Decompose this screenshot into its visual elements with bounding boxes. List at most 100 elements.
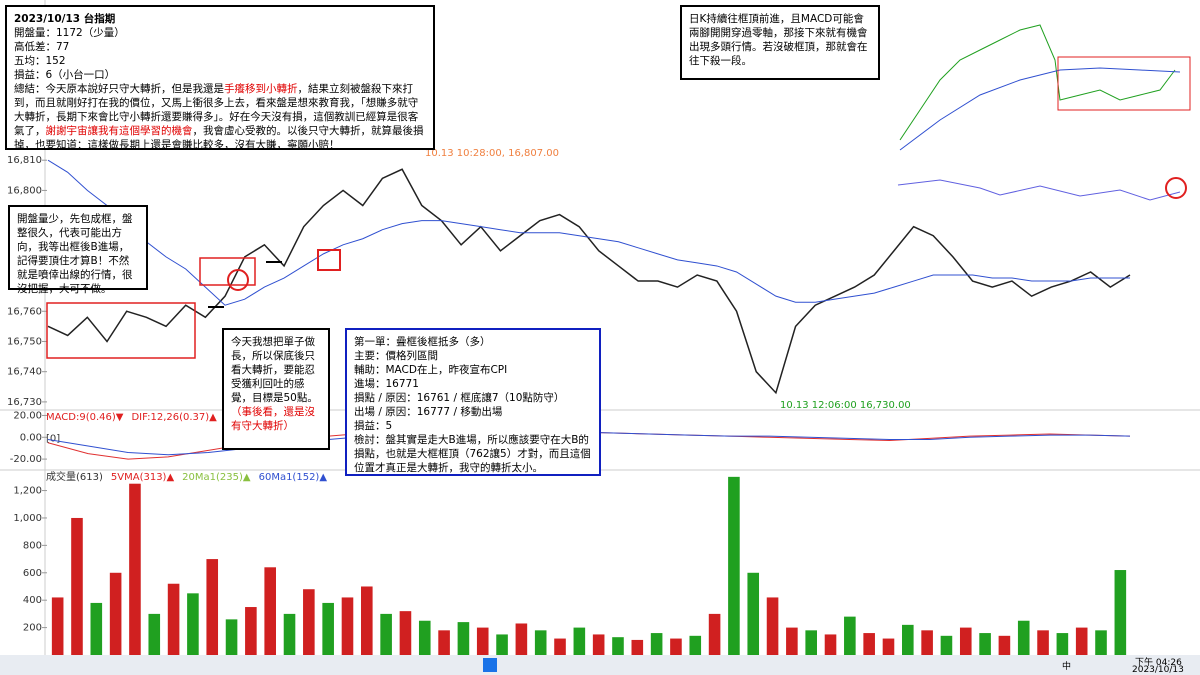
volume-bar [245,607,257,655]
volume-bar [708,613,721,655]
volume-bar [167,583,180,655]
volume-bar [438,630,450,655]
volume-bar [341,597,354,655]
volume-bar [882,638,895,655]
hold-text: （事後看，還是沒有守大轉折） [231,406,315,432]
y-tick-label: 20.00 [13,410,42,421]
volume-bar [399,611,412,655]
volume-bar [109,572,122,655]
y-tick-label: 200 [23,623,42,634]
zero-label: [0] [46,433,60,444]
summary-note: 2023/10/13 台指期 開盤量：1172（少量） 高低差：77 五均：152 損益… [5,5,435,152]
volume-bar [612,637,624,655]
taskbar: 中 下午 04:26 2023/10/13 [0,655,1200,675]
volume-bar [940,635,953,655]
trade-line: 主要：價格列區間 [354,350,438,362]
volume-bar [1114,570,1127,655]
daily-note: 日K持續往框頂前進，且MACD可能會兩腳開開穿過零軸，那接下來就有機會出現多頭行… [680,5,880,80]
volume-bar [747,572,760,655]
volume-bar [689,635,702,655]
summary-text: ，結果立刻被盤殺下來打到，而且就剛好打在我的價位，又馬上衝很多上去，看來盤是想來… [14,83,419,137]
volume-bar [786,627,798,655]
box-marker [46,302,196,359]
volume-bar [361,586,373,655]
y-tick-label: 1,000 [13,513,42,524]
series-line [47,168,1131,395]
volume-bar [670,638,682,655]
start-button[interactable] [483,658,497,672]
legend-text: 成交量(613) [46,470,103,483]
note-line: 損益：6（小台一口） [14,69,116,81]
trade-line: 輔助：MACD在上，昨夜宣布CPI [354,364,508,376]
volume-bar [264,567,276,655]
trade-line: 進場：16771 [354,378,419,390]
volume-bar [631,639,644,655]
trade-line: 損點 / 原因：16761 / 框底讓7（10點防守） [354,392,565,404]
volume-bar [1056,633,1069,655]
note-line: 五均：152 [14,55,66,67]
volume-bar [766,597,779,655]
volume-bar [650,633,663,655]
volume-bar [959,627,972,655]
y-tick-label: 16,740 [7,367,42,378]
summary-text: ，我會虛心受教的。以後只守大轉折，就算最後損掉，也要知道：這樣做長期上還是會賺比… [14,125,424,151]
volume-bar [225,619,238,655]
volume-bar [863,633,875,655]
volume-bar [902,624,914,655]
volume-bar [148,613,161,655]
annotation: 10.13 10:28:00, 16,807.00 [425,148,559,159]
volume-bar [998,635,1011,655]
note-line: 開盤量：1172（少量） [14,27,125,39]
volume-bar [457,622,470,655]
summary-text: 手癢移到小轉折 [224,83,298,95]
inset-ma [899,67,1181,151]
annotation: 10.13 12:06:00 16,730.00 [780,400,911,411]
trade-note: 第一單：疊框後框抵多（多） 主要：價格列區間輔助：MACD在上，昨夜宣布CPI 進場… [345,328,601,476]
y-tick-label: 800 [23,540,42,551]
y-tick-label: 16,730 [7,397,42,408]
volume-bar [573,627,586,655]
hold-text: 今天我想把單子做長，所以保底後只看大轉折，要能忍受獲利回吐的感覺，目標是50點。 [231,336,318,404]
inset-bg [895,0,1200,210]
volume-bar [380,613,392,655]
y-tick-label: 400 [23,595,42,606]
box-marker [199,257,256,286]
clock-date[interactable]: 2023/10/13 [1132,665,1184,675]
ime[interactable]: 中 [1062,662,1072,672]
legend-text: 60Ma1(152)▲ [259,472,328,483]
inset-price [899,24,1176,141]
volume-bar [283,613,296,655]
volume-bar [90,602,103,655]
volume-bar [71,517,83,655]
volume-bar [534,630,547,655]
volume-bar [979,633,991,655]
summary-text: 總結：今天原本說好只守大轉折，但是我還是 [14,83,224,95]
y-tick-label: 16,800 [7,185,42,196]
y-tick-label: 600 [23,568,42,579]
volume-bar [476,627,489,655]
volume-bar [496,634,508,655]
y-tick-label: 0.00 [20,432,42,443]
y-tick-label: 16,760 [7,306,42,317]
note-line: 高低差：77 [14,41,70,53]
inset-macd [897,179,1181,201]
circle-marker [1165,177,1187,199]
legend-text: DIF:12,26(0.37)▲ [131,412,217,423]
summary-text: 謝謝宇宙讓我有這個學習的機會 [45,125,193,137]
note-summary: 總結：今天原本說好只守大轉折，但是我還是手癢移到小轉折，結果立刻被盤殺下來打到，… [14,82,426,152]
volume-bar [921,630,933,655]
trade-line: 第一單：疊框後框抵多（多） [354,336,491,348]
y-tick-label: 16,750 [7,336,42,347]
clock-time[interactable]: 下午 04:26 [1135,658,1182,668]
hold-note: 今天我想把單子做長，所以保底後只看大轉折，要能忍受獲利回吐的感覺，目標是50點。… [222,328,330,450]
trade-line: 損益：5 [354,420,393,432]
volume-bar [129,483,141,655]
volume-bar [1075,627,1088,655]
volume-bar [592,634,605,655]
trade-line: 出場 / 原因：16777 / 移動出場 [354,406,503,418]
daily-inset [895,0,1200,210]
volume-bar [322,602,334,655]
y-tick-label: -20.00 [10,454,42,465]
circle-marker [227,269,249,291]
